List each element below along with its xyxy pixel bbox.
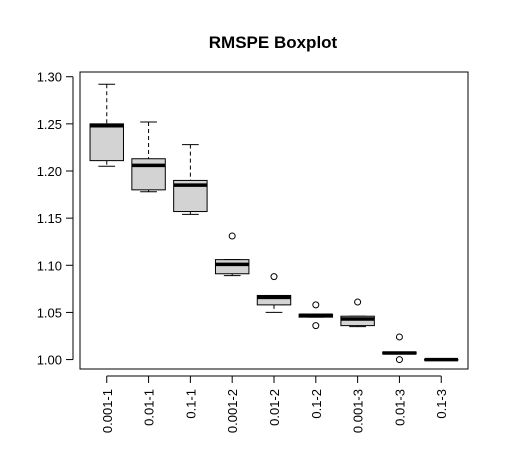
box-iqr (131, 158, 166, 191)
boxes-group (89, 83, 459, 364)
box-0.01-1 (131, 121, 166, 193)
x-axis: 0.001-1 0.01-1 0.1-1 0.001-2 0.01-2 0.1-2 0.00… (100, 375, 449, 433)
y-tick-label: 1.00 (37, 353, 62, 368)
outlier-point (395, 356, 403, 364)
box-iqr (256, 294, 292, 306)
y-tick-label: 1.20 (37, 164, 62, 179)
y-tick-label: 1.10 (37, 258, 62, 273)
box-0.01-2 (256, 273, 292, 313)
box-iqr (89, 123, 124, 162)
x-tick-label: 0.1-2 (309, 389, 324, 419)
x-tick-label: 0.001-3 (351, 389, 366, 433)
box-0.001-2 (214, 232, 250, 277)
chart-title: RMSPE Boxplot (209, 33, 338, 52)
outlier-point (312, 301, 320, 309)
outlier-point (270, 273, 278, 281)
box-iqr (214, 259, 250, 275)
box-0.01-3 (382, 333, 417, 364)
x-tick-label: 0.1-3 (434, 389, 449, 419)
x-tick-label: 0.01-3 (392, 389, 407, 426)
x-tick-label: 0.001-2 (225, 389, 240, 433)
x-tick-label: 0.001-1 (100, 389, 115, 433)
box-0.001-3 (340, 298, 375, 328)
box-0.1-2 (298, 301, 334, 330)
y-axis: 1.00 1.05 1.10 1.15 1.20 1.25 1.30 (37, 70, 74, 368)
y-tick-label: 1.30 (37, 70, 62, 85)
outlier-point (354, 298, 362, 306)
x-tick-label: 0.01-2 (267, 389, 282, 426)
outlier-point (312, 322, 320, 330)
box-0.1-3 (424, 357, 459, 362)
box-0.001-1 (89, 83, 124, 167)
outlier-point (228, 232, 236, 240)
x-tick-label: 0.1-1 (183, 389, 198, 419)
y-tick-label: 1.25 (37, 117, 62, 132)
outlier-point (395, 333, 403, 341)
box-iqr (340, 315, 375, 327)
y-tick-label: 1.05 (37, 305, 62, 320)
box-0.1-1 (173, 144, 208, 215)
x-tick-label: 0.01-1 (142, 389, 157, 426)
y-tick-label: 1.15 (37, 211, 62, 226)
plot-frame (79, 71, 469, 370)
